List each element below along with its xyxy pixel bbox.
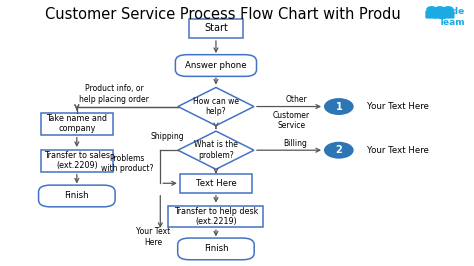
Text: 2: 2 [336,145,342,155]
Text: 1: 1 [336,102,342,111]
Circle shape [444,7,453,12]
Text: Text Here: Text Here [196,179,237,188]
Text: Finish: Finish [64,192,89,201]
Text: Your Text Here: Your Text Here [367,102,428,111]
Text: Finish: Finish [204,244,228,253]
Polygon shape [178,131,254,169]
Text: Billing: Billing [283,139,307,148]
FancyBboxPatch shape [178,238,254,260]
Text: What is the
problem?: What is the problem? [194,140,238,160]
Circle shape [435,7,445,12]
Text: Customer Service Process Flow Chart with Produ: Customer Service Process Flow Chart with… [45,7,401,22]
Text: Customer
Service: Customer Service [273,111,310,130]
Text: Transfer to help desk
(ext.2219): Transfer to help desk (ext.2219) [174,207,258,226]
FancyBboxPatch shape [41,150,113,172]
Polygon shape [178,88,254,126]
Text: Answer phone: Answer phone [185,61,247,70]
Text: Shipping: Shipping [151,132,184,141]
FancyBboxPatch shape [426,11,437,18]
Text: Start: Start [204,23,228,34]
FancyBboxPatch shape [41,113,113,135]
FancyBboxPatch shape [189,19,243,38]
FancyBboxPatch shape [175,55,256,76]
Text: Slide
Team: Slide Team [439,7,466,27]
Text: How can we
help?: How can we help? [193,97,239,116]
FancyBboxPatch shape [180,174,252,193]
Text: Transfer to sales
(ext.2209): Transfer to sales (ext.2209) [44,151,110,171]
Circle shape [427,7,436,12]
Text: Your Text
Here: Your Text Here [136,227,171,247]
FancyBboxPatch shape [443,11,454,18]
FancyBboxPatch shape [38,185,115,207]
Text: Take name and
company: Take name and company [46,114,107,134]
Text: Problems
with product?: Problems with product? [101,154,154,173]
Circle shape [324,98,354,115]
Text: Product info, or
help placing order: Product info, or help placing order [79,84,149,103]
Circle shape [324,142,354,159]
FancyBboxPatch shape [168,206,264,227]
FancyBboxPatch shape [434,11,446,18]
Text: Your Text Here: Your Text Here [367,146,428,155]
Text: Other: Other [285,95,307,104]
